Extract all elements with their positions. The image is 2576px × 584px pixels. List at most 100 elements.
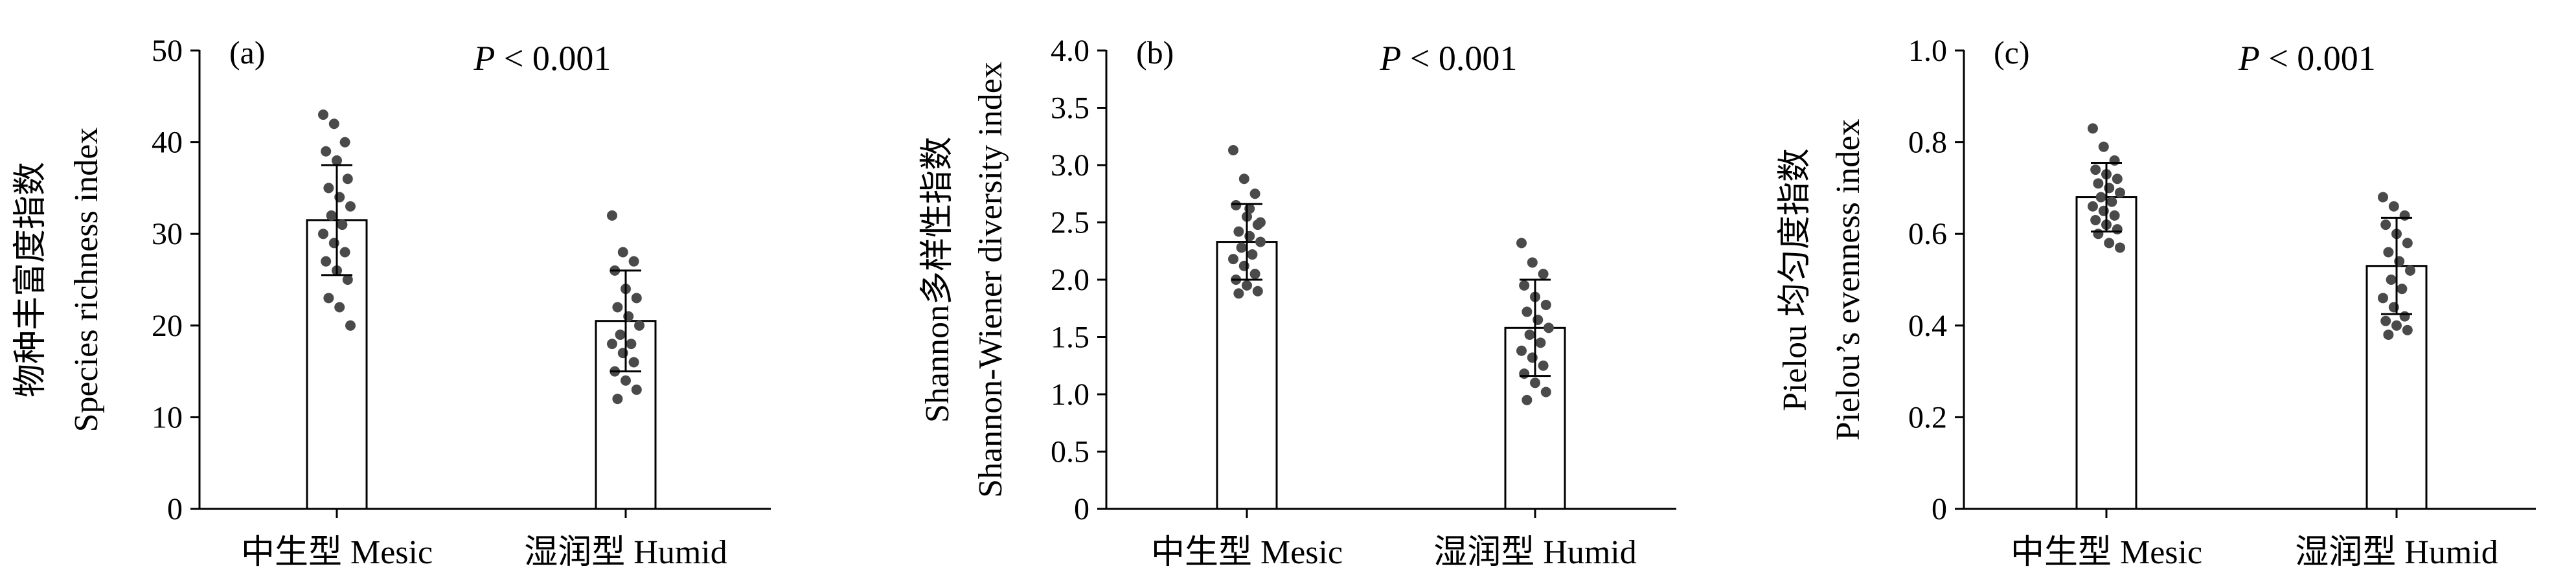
y-tick-label: 3.5 — [1051, 91, 1089, 126]
data-point — [323, 293, 334, 304]
data-point — [1540, 299, 1551, 310]
data-point — [2405, 265, 2415, 276]
data-point — [626, 339, 637, 350]
data-point — [2090, 214, 2101, 225]
data-point — [628, 357, 639, 368]
panel-a: 0 10 20 30 40 50 中生型 Mesic 湿润型 Humid (a) P < 0.00… — [12, 34, 771, 571]
data-point — [2088, 123, 2098, 134]
data-point — [2088, 201, 2098, 212]
data-point — [321, 146, 332, 157]
x-category-label: 中生型 Mesic — [1151, 534, 1343, 571]
data-point — [2380, 315, 2391, 326]
data-point — [607, 210, 617, 221]
y-tick-label: 4.0 — [1051, 34, 1089, 68]
data-point — [321, 256, 332, 267]
data-point — [2397, 284, 2408, 295]
data-point — [2090, 164, 2101, 175]
data-point — [2383, 247, 2394, 258]
y-axis-title-en: Species richness index — [68, 128, 105, 432]
data-point — [2402, 238, 2413, 249]
data-point — [607, 339, 617, 350]
data-point — [2391, 320, 2402, 331]
data-point — [1249, 188, 1260, 199]
data-point — [634, 320, 644, 331]
data-point — [2109, 155, 2120, 166]
data-point — [339, 247, 350, 258]
data-point — [1516, 238, 1527, 249]
data-point — [1538, 269, 1549, 280]
data-point — [1252, 286, 1263, 297]
panel-b: 0 0.5 1.0 1.5 2.0 2.5 3.0 3.5 4.0 中生型 Mesic 湿润型 Hu… — [919, 34, 1676, 571]
panel-label: (b) — [1136, 34, 1174, 71]
data-point — [2378, 293, 2388, 304]
y-axis-title-en: Shannon-Wiener diversity index — [972, 62, 1009, 498]
y-axis-title-cn: Shannon多样性指数 — [919, 137, 956, 423]
data-point — [326, 210, 337, 221]
data-point — [318, 229, 328, 240]
y-tick-label: 10 — [152, 400, 183, 434]
p-value-label: P < 0.001 — [2238, 39, 2376, 78]
data-point — [612, 302, 623, 313]
y-tick-label: 0 — [1074, 492, 1089, 526]
data-point — [2399, 311, 2410, 322]
data-point — [631, 384, 642, 395]
data-point — [615, 329, 626, 340]
data-point — [1544, 322, 1554, 333]
y-tick-label: 3.0 — [1051, 148, 1089, 183]
data-point — [1527, 257, 1538, 268]
data-point — [1540, 387, 1551, 398]
data-point — [1522, 394, 1533, 405]
data-point — [332, 155, 342, 166]
y-tick-label: 0.5 — [1051, 435, 1089, 469]
data-point — [1231, 199, 1242, 210]
y-tick-label: 50 — [152, 34, 183, 68]
data-point — [1236, 242, 1247, 253]
data-point — [323, 183, 334, 194]
y-tick-label: 0 — [167, 492, 183, 526]
data-point — [2104, 238, 2115, 249]
data-point — [342, 275, 353, 285]
data-point — [1255, 217, 1266, 228]
data-point — [345, 320, 356, 331]
data-point — [2112, 224, 2123, 235]
y-axis-title-cn: 物种丰富度指数 — [12, 162, 49, 398]
data-point — [1238, 174, 1249, 185]
y-tick-label: 0.2 — [1908, 400, 1947, 434]
data-point — [339, 137, 350, 148]
data-point — [1249, 269, 1260, 280]
data-point — [337, 219, 348, 230]
p-value-label: P < 0.001 — [1379, 39, 1517, 78]
data-point — [2106, 196, 2117, 207]
x-category-label: 中生型 Mesic — [241, 534, 433, 571]
y-tick-label: 0.6 — [1908, 217, 1947, 251]
y-tick-label: 0.4 — [1908, 309, 1947, 343]
data-point — [2112, 174, 2123, 185]
data-point — [2095, 192, 2106, 203]
data-point — [617, 247, 628, 258]
data-point — [2388, 201, 2399, 212]
data-point — [1242, 280, 1252, 291]
data-point — [1538, 360, 1549, 371]
data-point — [2378, 192, 2388, 203]
data-point — [631, 293, 642, 304]
panel-c: 0 0.2 0.4 0.6 0.8 1.0 中生型 Mesic 湿润型 Humid (c) P <… — [1777, 34, 2536, 571]
data-point — [2115, 187, 2125, 198]
data-point — [1519, 368, 1530, 379]
data-point — [342, 174, 353, 185]
data-point — [318, 109, 328, 120]
data-point — [328, 118, 339, 129]
data-point — [1522, 306, 1533, 317]
data-point — [1233, 288, 1244, 299]
y-tick-label: 20 — [152, 309, 183, 343]
y-tick-label: 0 — [1932, 492, 1947, 526]
panel-label: (c) — [1994, 34, 2030, 71]
data-point — [334, 302, 345, 313]
data-point — [2109, 210, 2120, 221]
data-point — [1228, 254, 1238, 265]
data-point — [2386, 275, 2397, 285]
y-tick-label: 1.0 — [1908, 34, 1947, 68]
panel-label: (a) — [229, 34, 266, 71]
data-point — [2399, 210, 2410, 221]
bar — [2075, 196, 2137, 510]
